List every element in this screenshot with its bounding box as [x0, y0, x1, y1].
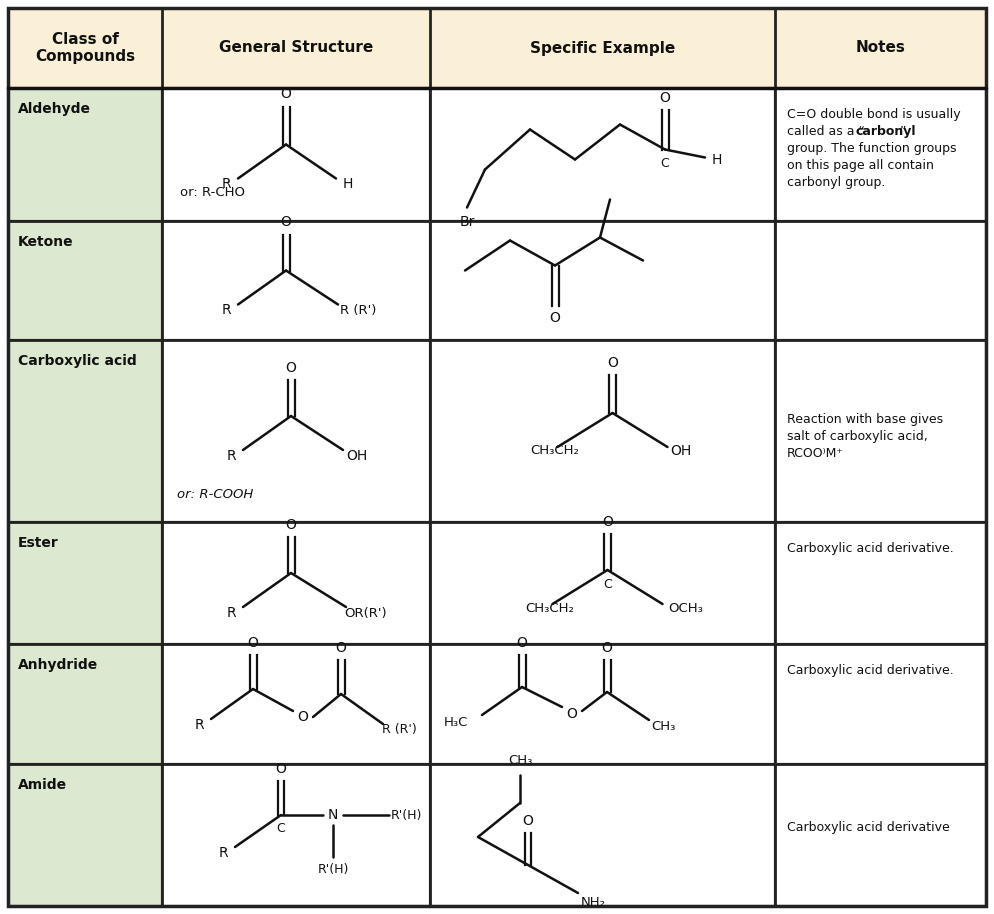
Text: OH: OH	[670, 444, 691, 458]
Text: O: O	[517, 636, 528, 650]
Bar	[8, 8, 986, 88]
Bar	[8, 88, 162, 221]
Text: Carboxylic acid derivative.: Carboxylic acid derivative.	[787, 664, 954, 677]
Bar	[775, 340, 986, 522]
Text: O: O	[280, 88, 291, 101]
Text: O: O	[248, 636, 258, 650]
Text: CH₃: CH₃	[651, 719, 675, 732]
Bar	[162, 221, 430, 340]
Bar	[430, 522, 775, 644]
Text: H₃C: H₃C	[443, 716, 468, 728]
Bar	[775, 522, 986, 644]
Text: R: R	[222, 303, 231, 317]
Text: carbonyl group.: carbonyl group.	[787, 176, 886, 189]
Text: General Structure: General Structure	[219, 40, 373, 56]
Text: R: R	[227, 606, 236, 620]
Text: R: R	[219, 846, 228, 860]
Text: salt of carboxylic acid,: salt of carboxylic acid,	[787, 430, 927, 443]
Text: CH₃: CH₃	[508, 754, 532, 768]
Text: ”: ”	[900, 125, 907, 138]
Text: Reaction with base gives: Reaction with base gives	[787, 413, 943, 426]
Text: O: O	[336, 641, 347, 655]
Text: Carboxylic acid: Carboxylic acid	[18, 354, 137, 368]
Text: O: O	[607, 356, 618, 370]
Text: R (R'): R (R')	[340, 304, 376, 317]
Text: OH: OH	[346, 449, 368, 463]
Text: C: C	[276, 823, 285, 835]
Text: O: O	[285, 361, 296, 375]
Text: group. The function groups: group. The function groups	[787, 142, 956, 155]
Text: O: O	[602, 515, 613, 529]
Text: OCH₃: OCH₃	[668, 601, 703, 614]
Text: N: N	[328, 808, 338, 822]
Text: CH₃CH₂: CH₃CH₂	[531, 444, 580, 458]
Bar	[430, 221, 775, 340]
Text: Br: Br	[459, 215, 475, 228]
Text: called as a “: called as a “	[787, 125, 865, 138]
Text: Ketone: Ketone	[18, 235, 74, 249]
Text: R: R	[222, 177, 231, 192]
Bar	[775, 88, 986, 221]
Bar	[8, 221, 162, 340]
Bar	[162, 522, 430, 644]
Text: H: H	[343, 177, 353, 192]
Text: or: R-COOH: or: R-COOH	[177, 487, 253, 501]
Text: RCOO⁾M⁺: RCOO⁾M⁺	[787, 447, 844, 460]
Text: or: R-CHO: or: R-CHO	[180, 186, 245, 199]
Text: Class of
Compounds: Class of Compounds	[35, 32, 135, 64]
Bar	[430, 644, 775, 764]
Text: carbonyl: carbonyl	[855, 125, 915, 138]
Text: R'(H): R'(H)	[391, 809, 421, 822]
Bar	[8, 644, 162, 764]
Text: H: H	[712, 153, 723, 166]
Text: O: O	[660, 90, 670, 104]
Text: on this page all contain: on this page all contain	[787, 159, 934, 172]
Bar	[162, 644, 430, 764]
Text: R (R'): R (R')	[382, 724, 416, 737]
Bar	[430, 764, 775, 906]
Text: C: C	[661, 157, 669, 170]
Bar	[162, 88, 430, 221]
Text: CH₃CH₂: CH₃CH₂	[526, 601, 575, 614]
Text: C: C	[603, 578, 612, 590]
Bar	[775, 644, 986, 764]
Text: O: O	[297, 710, 308, 724]
Text: O: O	[567, 707, 578, 721]
Text: R: R	[227, 449, 236, 463]
Text: Notes: Notes	[856, 40, 906, 56]
Bar	[775, 764, 986, 906]
Text: OR(R'): OR(R')	[345, 607, 388, 620]
Text: O: O	[523, 814, 534, 828]
Text: Specific Example: Specific Example	[530, 40, 675, 56]
Bar	[430, 88, 775, 221]
Text: O: O	[280, 216, 291, 229]
Text: C=O double bond is usually: C=O double bond is usually	[787, 108, 960, 121]
Text: R'(H): R'(H)	[317, 863, 349, 876]
Text: O: O	[285, 518, 296, 532]
Text: R: R	[194, 718, 204, 732]
Bar	[162, 340, 430, 522]
Bar	[162, 764, 430, 906]
Text: Ester: Ester	[18, 536, 59, 550]
Text: Anhydride: Anhydride	[18, 658, 98, 672]
Bar	[775, 221, 986, 340]
Bar	[430, 340, 775, 522]
Bar	[8, 522, 162, 644]
Text: Aldehyde: Aldehyde	[18, 102, 91, 116]
Text: O: O	[601, 641, 612, 655]
Text: Carboxylic acid derivative.: Carboxylic acid derivative.	[787, 542, 954, 555]
Text: Amide: Amide	[18, 778, 68, 792]
Bar	[8, 764, 162, 906]
Bar	[8, 340, 162, 522]
Text: O: O	[275, 762, 286, 776]
Text: Carboxylic acid derivative: Carboxylic acid derivative	[787, 821, 949, 834]
Text: O: O	[550, 311, 561, 324]
Text: NH₂: NH₂	[580, 897, 605, 909]
